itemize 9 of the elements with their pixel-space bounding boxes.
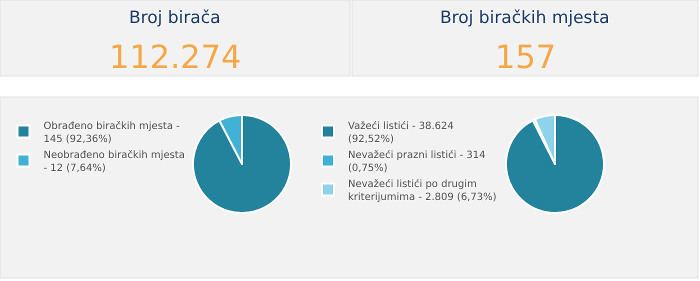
legend-label: Nevažeći prazni listići - 314 (0,75%) [348,150,486,174]
legend-label: Obrađeno biračkih mjesta - 145 (92,36%) [44,120,180,145]
text: 157 [495,38,556,76]
legend-label: Nevažeći listići po drugim kriterijumima - 2.809 (6,73%) [348,178,497,203]
text: 112.274 [109,38,242,76]
text: Broj biračkih mjesta [440,8,610,28]
text: Broj birača [129,8,220,28]
legend-label: Važeći listići - 38.624 (92,52%) [348,120,454,145]
legend-label: Neobrađeno biračkih mjesta - 12 (7,64%) [44,150,185,174]
